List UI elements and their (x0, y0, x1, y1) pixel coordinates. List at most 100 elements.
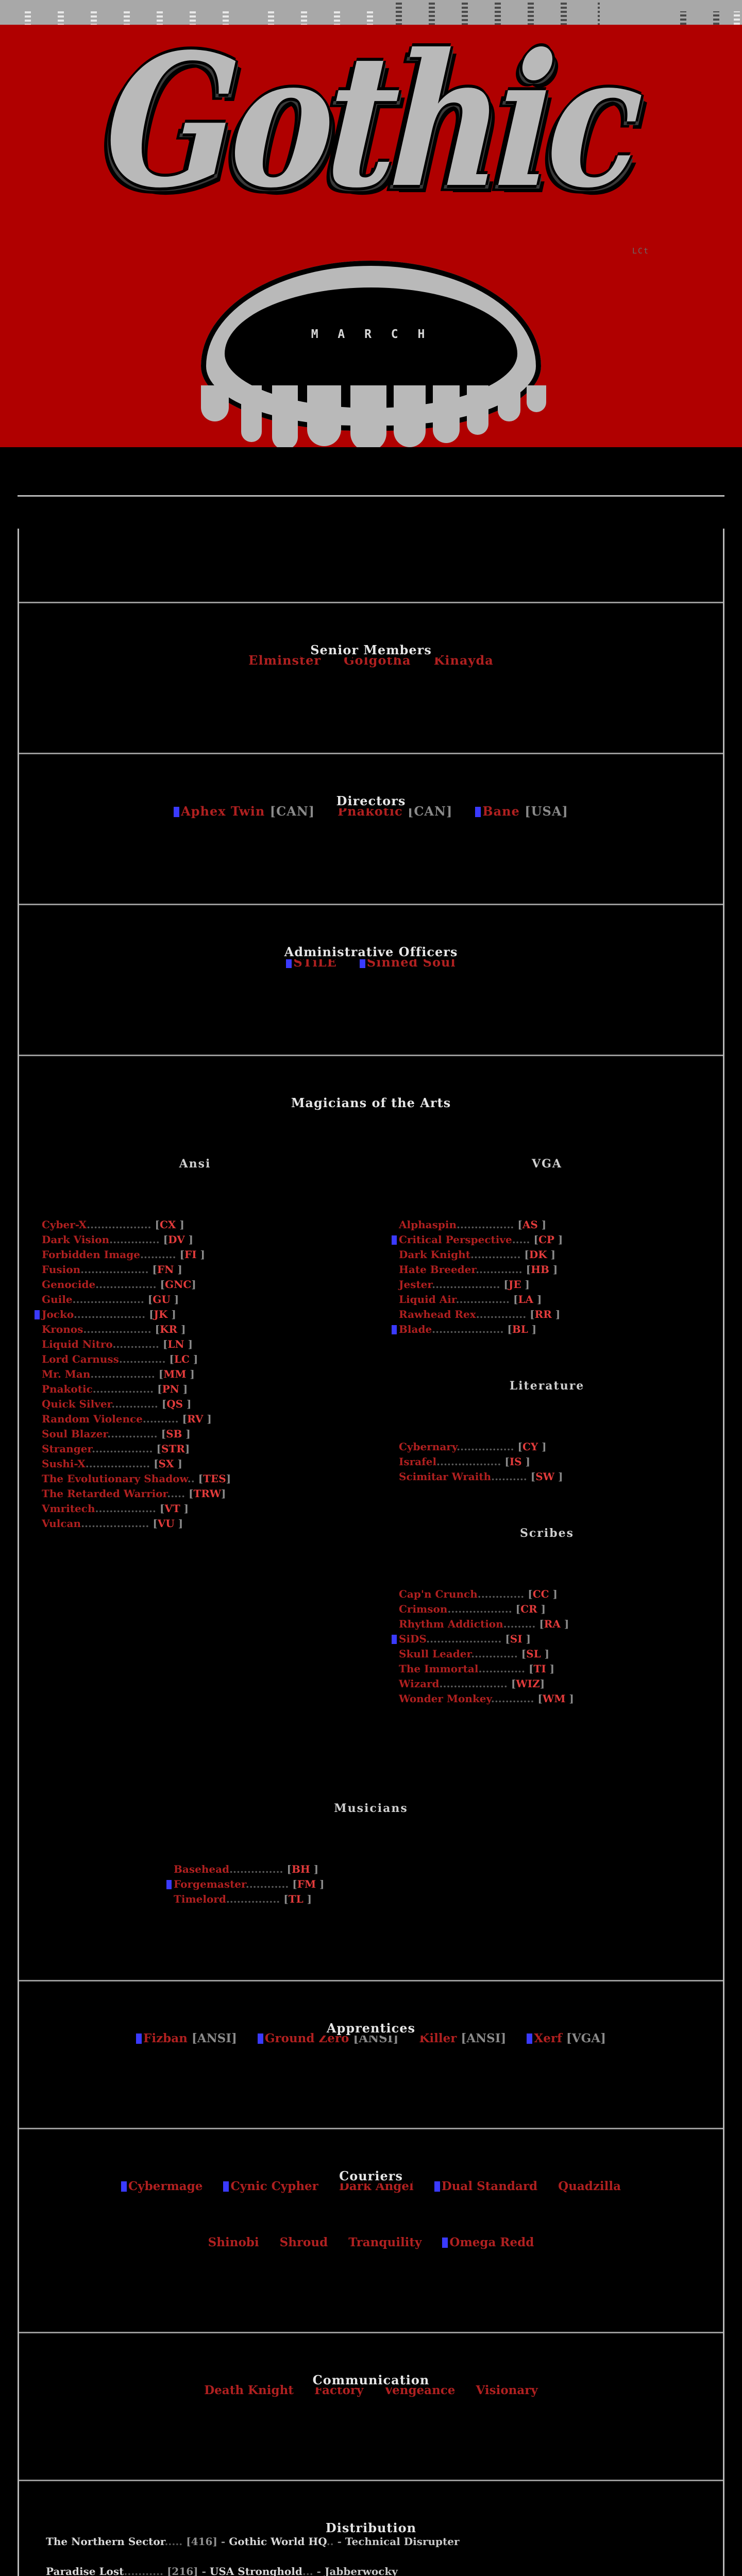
member-name[interactable]: Killer [ANSI] (419, 2031, 507, 2045)
member-entry[interactable]: SiDS..................... [SI ] (371, 1632, 723, 1647)
member-entry[interactable]: Fusion................... [FN ] (42, 1263, 182, 1276)
member-entry[interactable]: Sushi-X.................. [SX ] (42, 1458, 182, 1470)
member-entry[interactable]: Alphaspin................ [AS ] (399, 1218, 547, 1231)
divider-rule (19, 602, 723, 603)
frame-top-border (18, 495, 724, 497)
member-name[interactable]: Visionary (476, 2383, 538, 2397)
member-name[interactable]: Fizban [ANSI] (136, 2030, 237, 2046)
member-entry[interactable]: Dark Vision.............. [DV ] (42, 1233, 194, 1246)
member-name[interactable]: Kinayda (433, 653, 494, 668)
distribution-list: The Northern Sector..... [416] - Gothic … (19, 2521, 723, 2576)
member-entry[interactable]: Rhythm Addiction......... [RA ] (399, 1618, 569, 1630)
member-name[interactable]: Dual Standard (434, 2178, 537, 2194)
divider-rule (19, 753, 723, 754)
member-entry[interactable]: Basehead............... [BH ] (174, 1863, 319, 1875)
member-name[interactable]: Xerf [VGA] (527, 2030, 606, 2046)
member-name[interactable]: Aphex Twin [CAN] (174, 803, 315, 819)
sysop-name: Technical Disrupter (345, 2535, 460, 2548)
member-entry[interactable]: Liquid Nitro............. [LN ] (42, 1338, 193, 1350)
member-entry[interactable]: Scimitar Wraith.......... [SW ] (399, 1470, 563, 1483)
new-member-marker (475, 807, 481, 817)
new-member-marker (223, 2181, 229, 2192)
member-entry[interactable]: Vmritech................. [VT ] (42, 1502, 189, 1515)
new-member-marker (442, 2238, 448, 2248)
member-entry[interactable]: Critical Perspective..... [CP ] (371, 1232, 723, 1247)
member-name: Jester (399, 1278, 432, 1291)
member-name[interactable]: Quadzilla (558, 2179, 621, 2193)
member-name[interactable]: Shroud (279, 2235, 328, 2249)
divider-rule (19, 2480, 723, 2481)
distribution-row[interactable]: Paradise Lost........... [216] - USA Str… (46, 2564, 723, 2576)
member-name[interactable]: Cynic Cypher (223, 2178, 318, 2194)
member-entry[interactable]: Hate Breeder............. [HB ] (399, 1263, 558, 1276)
member-entry[interactable]: Kronos................... [KR ] (42, 1323, 186, 1335)
member-name: Dark Knight (399, 1248, 470, 1261)
member-entry[interactable]: Blade.................... [BL ] (371, 1322, 723, 1337)
subhead-scribes: Scribes (520, 1527, 574, 1540)
member-name: Random Violence (42, 1413, 143, 1425)
member-name: Jocko (42, 1308, 74, 1320)
member-name[interactable]: Death Knight (204, 2383, 294, 2397)
member-entry[interactable]: Cap'n Crunch............. [CC ] (399, 1588, 558, 1600)
member-entry[interactable]: Forbidden Image.......... [FI ] (42, 1248, 206, 1261)
member-entry[interactable]: Crimson.................. [CR ] (399, 1603, 546, 1615)
divider-distribution: Distribution (19, 2471, 723, 2535)
group-name-logo: Gothic (100, 25, 642, 228)
member-region-tag: [CAN] (407, 804, 453, 819)
member-entry[interactable]: Forgemaster............ [FM ] (166, 1877, 723, 1892)
member-name[interactable]: Cybermage (121, 2178, 203, 2194)
member-entry[interactable]: Dark Knight.............. [DK ] (399, 1248, 556, 1261)
new-member-marker (434, 2181, 440, 2192)
divider-rule (19, 2128, 723, 2129)
logo-wordmark: Gothic (0, 25, 742, 228)
member-entry[interactable]: Lord Carnuss............. [LC ] (42, 1353, 198, 1365)
new-member-marker (359, 958, 365, 968)
member-name: Stranger (42, 1443, 92, 1455)
couriers-row-1: Cybermage Cynic Cypher Dark Angel Dual Stan… (19, 2169, 723, 2202)
new-member-marker (136, 2033, 142, 2044)
member-region-tag: [ANSI] (191, 2031, 237, 2045)
member-entry[interactable]: Random Violence.......... [RV ] (42, 1413, 212, 1425)
member-region-tag: [USA] (525, 804, 568, 819)
new-member-marker (392, 1235, 397, 1245)
member-entry[interactable]: Soul Blazer.............. [SB ] (42, 1428, 191, 1440)
member-entry[interactable]: Skull Leader............. [SL ] (399, 1648, 550, 1660)
vga-column: VGA Alphaspin................ [AS ] Criti… (371, 1115, 723, 1738)
member-name[interactable]: Shinobi (208, 2235, 259, 2249)
member-name: Guile (42, 1293, 73, 1306)
member-entry[interactable]: Stranger................. [STR] (42, 1443, 190, 1455)
new-member-marker (392, 1635, 397, 1644)
member-entry[interactable]: The Immortal............. [TI ] (399, 1663, 555, 1675)
artist-signature: LCt (632, 246, 649, 256)
member-entry[interactable]: Quick Silver............. [QS ] (42, 1398, 192, 1410)
section-title-couriers: Couriers (330, 2168, 412, 2183)
member-entry[interactable]: Timelord............... [TL ] (174, 1893, 312, 1905)
member-entry[interactable]: Rawhead Rex.............. [RR ] (399, 1308, 561, 1320)
member-entry[interactable]: Wonder Monkey............ [WM ] (399, 1692, 574, 1705)
member-entry[interactable]: Liquid Air............... [LA ] (399, 1293, 542, 1306)
subhead-musicians: Musicians (334, 1802, 408, 1815)
member-entry[interactable]: Jocko.................... [JK ] (19, 1307, 371, 1322)
member-entry[interactable]: Cyber-X.................. [CX ] (42, 1218, 184, 1231)
divider-rule (19, 1055, 723, 1056)
divider-rule (19, 904, 723, 905)
member-entry[interactable]: Guile.................... [GU ] (42, 1293, 179, 1306)
member-entry[interactable]: Genocide................. [GNC] (42, 1278, 196, 1291)
member-entry[interactable]: Pnakotic................. [PN ] (42, 1383, 188, 1395)
member-entry[interactable]: The Evolutionary Shadow.. [TES] (42, 1472, 231, 1485)
member-entry[interactable]: Israfel.................. [IS ] (399, 1455, 531, 1468)
board-name: The Northern Sector (46, 2535, 165, 2548)
member-entry[interactable]: Wizard................... [WIZ] (399, 1677, 545, 1690)
member-entry[interactable]: Vulcan................... [VU ] (42, 1517, 183, 1530)
site-role: Gothic World HQ (229, 2535, 327, 2548)
member-name[interactable]: Tranquility (348, 2235, 422, 2249)
distribution-row[interactable]: The Northern Sector..... [416] - Gothic … (46, 2535, 460, 2548)
member-entry[interactable]: Mr. Man.................. [MM ] (42, 1368, 195, 1380)
member-entry[interactable]: Jester................... [JE ] (399, 1278, 530, 1291)
member-name[interactable]: Bane [USA] (475, 803, 568, 819)
member-entry[interactable]: The Retarded Warrior..... [TRW] (42, 1487, 226, 1500)
member-entry[interactable]: Cybernary................ [CY ] (399, 1440, 547, 1453)
scribes-member-list: Cap'n Crunch............. [CC ] Crimson..… (371, 1587, 723, 1706)
member-name[interactable]: Omega Redd (442, 2234, 534, 2250)
